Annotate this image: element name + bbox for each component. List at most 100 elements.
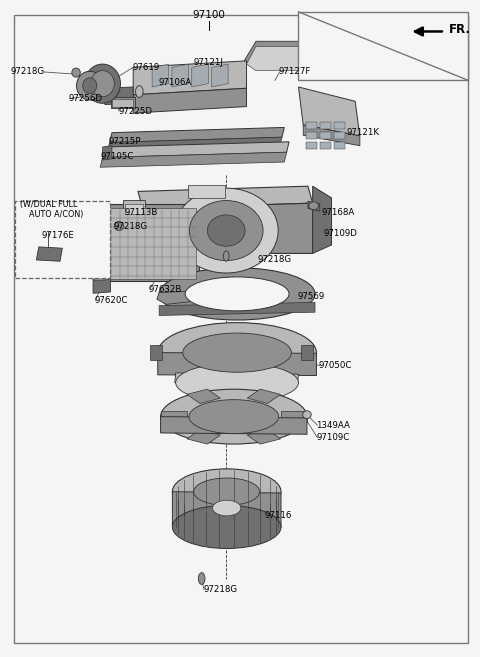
Text: 97620C: 97620C xyxy=(95,296,128,305)
Text: 97105C: 97105C xyxy=(100,152,133,161)
Ellipse shape xyxy=(76,71,103,100)
Text: 97256D: 97256D xyxy=(68,94,102,103)
Ellipse shape xyxy=(135,85,143,97)
Text: 97100: 97100 xyxy=(192,11,225,20)
Text: 97176E: 97176E xyxy=(41,231,74,240)
Polygon shape xyxy=(299,87,360,136)
Text: 97127F: 97127F xyxy=(279,68,311,76)
Ellipse shape xyxy=(91,71,114,97)
Bar xyxy=(320,132,331,139)
Polygon shape xyxy=(36,247,62,261)
Bar xyxy=(150,346,162,360)
Text: 97569: 97569 xyxy=(298,292,325,301)
Polygon shape xyxy=(175,373,299,384)
Polygon shape xyxy=(312,186,332,254)
Polygon shape xyxy=(187,430,220,444)
Ellipse shape xyxy=(172,505,281,549)
Bar xyxy=(188,185,225,198)
Text: 97225D: 97225D xyxy=(118,106,152,116)
Bar xyxy=(306,122,317,129)
Text: 97109C: 97109C xyxy=(316,433,349,442)
Polygon shape xyxy=(247,47,343,71)
Polygon shape xyxy=(299,12,468,80)
Text: 97121K: 97121K xyxy=(347,128,380,137)
Text: 97050C: 97050C xyxy=(318,361,352,370)
Polygon shape xyxy=(152,64,168,87)
Polygon shape xyxy=(100,152,287,168)
Bar xyxy=(306,132,317,139)
Text: (W/DUAL FULL: (W/DUAL FULL xyxy=(20,200,77,209)
Polygon shape xyxy=(281,411,307,422)
Polygon shape xyxy=(303,125,360,146)
Ellipse shape xyxy=(161,389,307,444)
Text: 1349AA: 1349AA xyxy=(316,420,350,430)
Polygon shape xyxy=(187,389,220,403)
Polygon shape xyxy=(103,142,289,158)
Polygon shape xyxy=(107,137,282,152)
Bar xyxy=(334,142,345,149)
Bar xyxy=(110,97,135,108)
Ellipse shape xyxy=(207,215,245,246)
Polygon shape xyxy=(172,64,189,87)
Ellipse shape xyxy=(303,411,311,419)
Ellipse shape xyxy=(114,221,124,231)
Ellipse shape xyxy=(159,268,315,320)
Ellipse shape xyxy=(172,469,281,514)
Ellipse shape xyxy=(189,399,279,434)
Ellipse shape xyxy=(183,333,291,373)
Text: 97121J: 97121J xyxy=(193,58,224,67)
Bar xyxy=(107,204,199,281)
Text: 97106A: 97106A xyxy=(158,78,192,87)
Polygon shape xyxy=(105,87,133,104)
Bar xyxy=(334,122,345,129)
Text: 97218G: 97218G xyxy=(113,221,147,231)
Bar xyxy=(123,200,145,216)
Ellipse shape xyxy=(176,363,299,402)
Text: FR.: FR. xyxy=(449,23,470,36)
Polygon shape xyxy=(308,201,320,211)
Ellipse shape xyxy=(84,64,120,103)
Text: 97168A: 97168A xyxy=(321,208,354,217)
Text: 97218G: 97218G xyxy=(10,68,45,76)
Ellipse shape xyxy=(72,68,80,77)
Bar xyxy=(125,204,143,214)
Ellipse shape xyxy=(185,277,289,311)
Ellipse shape xyxy=(213,500,241,516)
Polygon shape xyxy=(247,389,281,403)
Ellipse shape xyxy=(198,573,205,585)
Text: 97619: 97619 xyxy=(132,63,159,72)
Polygon shape xyxy=(161,411,187,422)
Bar xyxy=(306,142,317,149)
Polygon shape xyxy=(244,41,346,68)
Polygon shape xyxy=(158,353,316,376)
Text: 97632B: 97632B xyxy=(149,285,182,294)
Polygon shape xyxy=(212,64,228,87)
Bar xyxy=(15,201,109,278)
Polygon shape xyxy=(157,290,202,304)
Polygon shape xyxy=(143,203,312,254)
Bar xyxy=(109,208,196,279)
Text: 97113B: 97113B xyxy=(125,208,158,217)
Ellipse shape xyxy=(193,478,260,505)
Polygon shape xyxy=(103,146,112,160)
Bar xyxy=(320,122,331,129)
Ellipse shape xyxy=(190,200,263,261)
Ellipse shape xyxy=(83,78,97,93)
Polygon shape xyxy=(133,61,247,95)
Ellipse shape xyxy=(174,188,278,273)
Polygon shape xyxy=(172,491,281,528)
Bar xyxy=(112,99,133,107)
Text: 97116: 97116 xyxy=(264,510,292,520)
Ellipse shape xyxy=(309,202,318,210)
Text: 97109D: 97109D xyxy=(323,229,357,238)
Polygon shape xyxy=(247,430,281,444)
Bar xyxy=(334,132,345,139)
Bar xyxy=(301,346,312,360)
Polygon shape xyxy=(161,417,307,434)
Text: 97218G: 97218G xyxy=(203,585,237,594)
Ellipse shape xyxy=(223,251,229,261)
Text: AUTO A/CON): AUTO A/CON) xyxy=(29,210,84,219)
Polygon shape xyxy=(192,64,208,87)
Bar xyxy=(320,142,331,149)
Polygon shape xyxy=(159,302,315,315)
